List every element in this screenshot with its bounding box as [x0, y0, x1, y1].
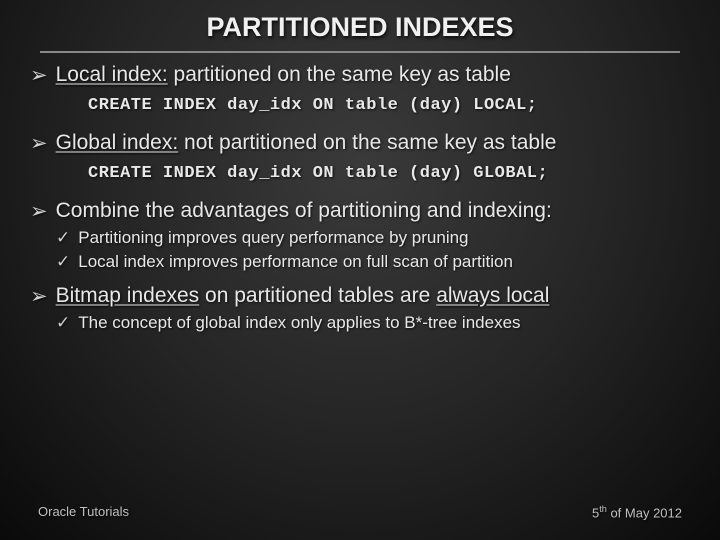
bullet-item: ➢ Local index: partitioned on the same ke…	[30, 63, 690, 88]
footer-left: Oracle Tutorials	[38, 504, 129, 520]
sub-bullet-item: ✓ Partitioning improves query performance…	[30, 228, 690, 248]
bullet-item: ➢ Combine the advantages of partitioning …	[30, 199, 690, 224]
check-icon: ✓	[56, 313, 70, 333]
slide-title: PARTITIONED INDEXES	[0, 0, 720, 51]
check-icon: ✓	[56, 228, 70, 248]
arrow-icon: ➢	[30, 199, 48, 224]
sub-bullet-text: Partitioning improves query performance …	[78, 228, 468, 248]
bullet-text: Local index: partitioned on the same key…	[56, 63, 511, 87]
slide-content: ➢ Local index: partitioned on the same ke…	[0, 63, 720, 333]
sub-bullet-item: ✓ Local index improves performance on ful…	[30, 252, 690, 272]
code-line: CREATE INDEX day_idx ON table (day) LOCA…	[88, 96, 690, 115]
bullet-text: Combine the advantages of partitioning a…	[56, 199, 552, 223]
bullet-text: Global index: not partitioned on the sam…	[56, 131, 557, 155]
bullet-item: ➢ Bitmap indexes on partitioned tables ar…	[30, 284, 690, 309]
check-icon: ✓	[56, 252, 70, 272]
arrow-icon: ➢	[30, 284, 48, 309]
arrow-icon: ➢	[30, 63, 48, 88]
slide-footer: Oracle Tutorials 5th of May 2012	[0, 504, 720, 520]
sub-bullet-text: Local index improves performance on full…	[78, 252, 513, 272]
bullet-text: Bitmap indexes on partitioned tables are…	[56, 284, 550, 308]
sub-bullet-item: ✓ The concept of global index only applie…	[30, 313, 690, 333]
arrow-icon: ➢	[30, 131, 48, 156]
code-line: CREATE INDEX day_idx ON table (day) GLOB…	[88, 164, 690, 183]
sub-bullet-text: The concept of global index only applies…	[78, 313, 520, 333]
footer-right: 5th of May 2012	[592, 504, 682, 520]
title-underline	[40, 51, 680, 53]
bullet-item: ➢ Global index: not partitioned on the sa…	[30, 131, 690, 156]
